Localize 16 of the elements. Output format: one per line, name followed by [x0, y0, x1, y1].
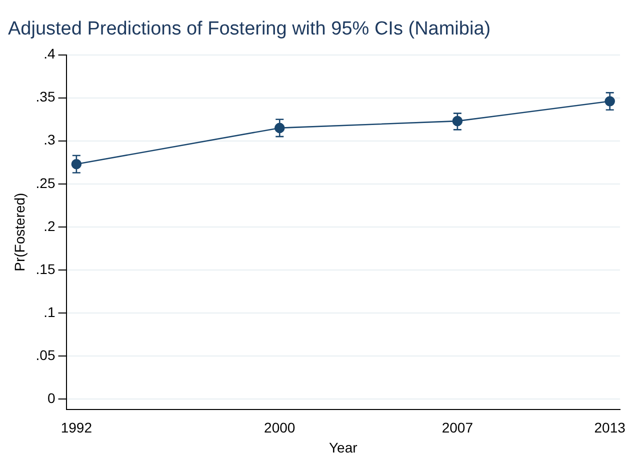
- y-tick-label: .15: [36, 260, 56, 277]
- y-tick-label: .35: [36, 88, 56, 105]
- x-axis-title: Year: [328, 439, 358, 456]
- y-tick-label: .05: [36, 346, 56, 363]
- y-tick-label: .25: [36, 174, 56, 191]
- y-tick-label: .1: [44, 304, 56, 320]
- x-tick-label: 2013: [594, 420, 626, 436]
- x-tick-label: 1992: [60, 420, 92, 436]
- y-tick-label: 0: [47, 390, 56, 406]
- y-tick-label: .4: [44, 46, 56, 62]
- x-tick-label: 2007: [442, 420, 474, 436]
- y-tick-label: .3: [44, 132, 56, 148]
- x-tick-label: 2000: [264, 420, 296, 436]
- y-axis-title: Pr(Fostered): [11, 192, 28, 272]
- chart-title: Adjusted Predictions of Fostering with 95% CIs (Namibia): [8, 18, 491, 40]
- y-tick-label: .2: [44, 218, 56, 234]
